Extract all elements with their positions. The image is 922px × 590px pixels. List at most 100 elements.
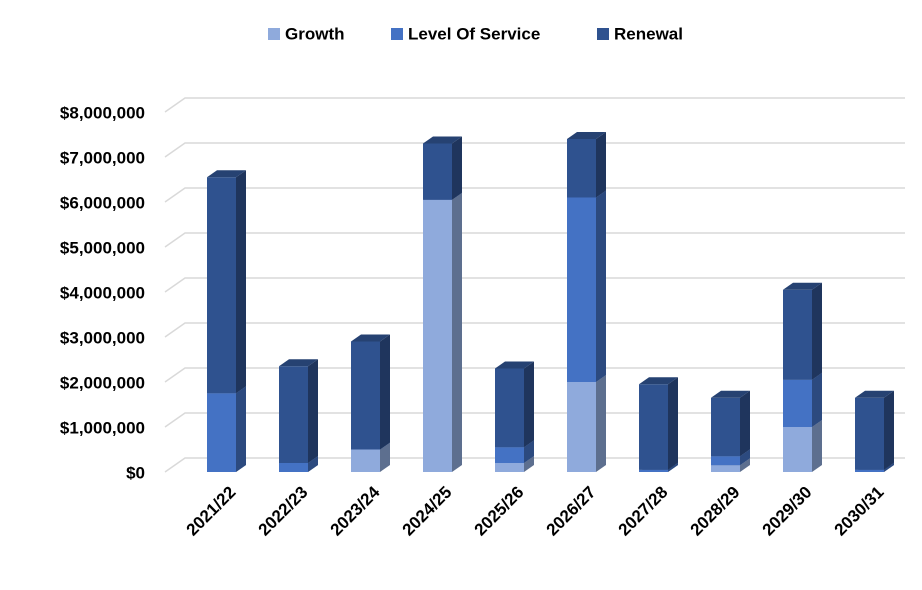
bar-front — [639, 469, 668, 472]
bar-side — [596, 375, 606, 472]
bar-top — [423, 136, 462, 144]
x-tick-label: 2030/31 — [831, 483, 888, 540]
bar-top — [351, 334, 390, 342]
legend-label: Level Of Service — [408, 24, 540, 43]
bar-side — [812, 372, 822, 427]
y-tick-label: $5,000,000 — [60, 238, 145, 257]
y-tick-label: $0 — [126, 463, 145, 482]
bar-side — [740, 449, 750, 466]
bar-side — [596, 132, 606, 198]
bar-side — [884, 390, 894, 470]
bar-side — [308, 359, 318, 463]
y-tick-label: $4,000,000 — [60, 283, 145, 302]
bar-top — [711, 390, 750, 398]
bar-side — [668, 462, 678, 472]
bar-front — [855, 397, 884, 470]
bar-segment — [423, 136, 462, 200]
grid-line — [164, 97, 905, 113]
x-tick-label: 2027/28 — [615, 483, 672, 540]
bar-segment — [279, 359, 318, 463]
bar-segment — [351, 334, 390, 450]
bar-front — [783, 427, 812, 472]
bar-side — [236, 386, 246, 472]
bar-top — [207, 170, 246, 178]
bar-top — [783, 282, 822, 290]
bar-front — [207, 177, 236, 394]
bar-segment — [207, 386, 246, 472]
bar-front — [639, 384, 668, 470]
legend-swatch — [391, 28, 403, 40]
y-tick-label: $2,000,000 — [60, 373, 145, 392]
bar-segment — [207, 170, 246, 394]
legend-swatch — [597, 28, 609, 40]
x-tick-label: 2021/22 — [183, 483, 240, 540]
bar-segment — [423, 192, 462, 472]
bar-front — [423, 199, 452, 472]
bar-front — [711, 397, 740, 457]
legend-label: Renewal — [614, 24, 683, 43]
grid-line — [164, 322, 905, 338]
x-tick-label: 2022/23 — [255, 483, 312, 540]
bar-side — [380, 442, 390, 472]
bar-segment — [711, 390, 750, 457]
bar-front — [207, 393, 236, 472]
bar-segment — [495, 361, 534, 448]
x-tick-label: 2024/25 — [399, 483, 456, 540]
bar-segment — [855, 390, 894, 470]
bar-side — [452, 192, 462, 472]
bar-top — [639, 377, 678, 385]
x-tick-label: 2026/27 — [543, 483, 600, 540]
bar-side — [380, 334, 390, 450]
bar-side — [596, 190, 606, 382]
bar-front — [495, 447, 524, 463]
bar-side — [884, 462, 894, 472]
bar-front — [711, 465, 740, 472]
bar-side — [740, 390, 750, 457]
bar-side — [236, 170, 246, 394]
bar-segment — [783, 372, 822, 427]
bar-side — [452, 136, 462, 200]
y-tick-label: $3,000,000 — [60, 328, 145, 347]
bar-front — [495, 368, 524, 448]
x-tick-label: 2028/29 — [687, 483, 744, 540]
grid-line — [164, 187, 905, 203]
bar-top — [495, 361, 534, 369]
bar-front — [567, 139, 596, 198]
y-tick-label: $7,000,000 — [60, 148, 145, 167]
bar-front — [855, 469, 884, 472]
bar-segment — [639, 377, 678, 470]
bar-front — [279, 366, 308, 463]
bar-side — [812, 420, 822, 472]
bar-side — [668, 377, 678, 470]
bar-front — [783, 289, 812, 380]
bar-front — [423, 143, 452, 200]
bar-front — [711, 456, 740, 466]
bar-top — [279, 359, 318, 367]
bar-front — [351, 449, 380, 472]
bar-segment — [783, 282, 822, 380]
bar-front — [567, 382, 596, 472]
x-tick-label: 2025/26 — [471, 483, 528, 540]
legend-label: Growth — [285, 24, 345, 43]
x-tick-label: 2029/30 — [759, 483, 816, 540]
x-tick-label: 2023/24 — [327, 482, 384, 539]
bar-segment — [783, 420, 822, 472]
grid-line — [164, 232, 905, 248]
bar-side — [524, 440, 534, 463]
bar-side — [308, 456, 318, 472]
bar-segment — [567, 375, 606, 472]
bar-side — [524, 361, 534, 448]
bar-front — [495, 463, 524, 472]
grid-line — [164, 277, 905, 293]
grid-line — [164, 367, 905, 383]
bar-segment — [567, 190, 606, 382]
bar-front — [279, 463, 308, 472]
y-tick-label: $1,000,000 — [60, 418, 145, 437]
bar-top — [855, 390, 894, 398]
bar-front — [567, 197, 596, 382]
grid-line — [164, 142, 905, 158]
bar-side — [740, 458, 750, 472]
bar-front — [783, 379, 812, 427]
bar-top — [567, 132, 606, 139]
